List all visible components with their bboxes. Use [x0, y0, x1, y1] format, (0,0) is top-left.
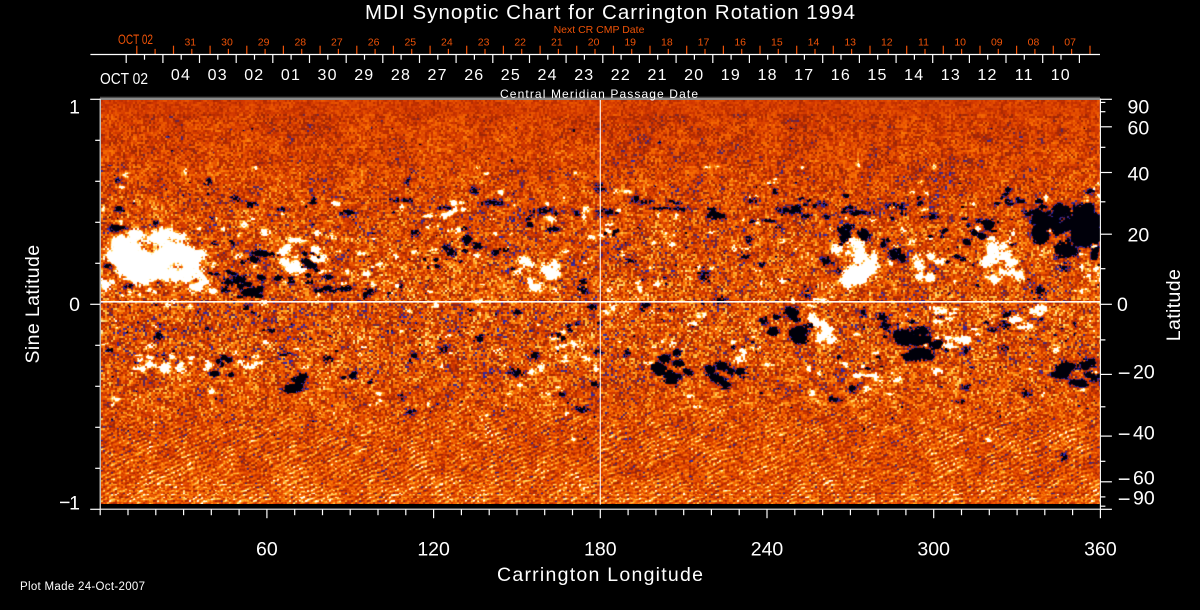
svg-text:18: 18 — [757, 67, 777, 84]
svg-text:120: 120 — [417, 539, 450, 561]
svg-text:360: 360 — [1084, 539, 1117, 561]
svg-text:15: 15 — [771, 37, 783, 49]
svg-text:28: 28 — [294, 37, 306, 49]
svg-text:Carrington Longitude: Carrington Longitude — [497, 564, 703, 586]
svg-text:22: 22 — [611, 67, 631, 84]
svg-text:22: 22 — [514, 37, 526, 49]
svg-text:12: 12 — [977, 67, 997, 84]
svg-text:09: 09 — [991, 37, 1003, 49]
svg-text:13: 13 — [844, 37, 856, 49]
svg-text:10: 10 — [954, 37, 966, 49]
svg-text:20: 20 — [684, 67, 704, 84]
svg-text:26: 26 — [464, 67, 484, 84]
svg-text:20: 20 — [1133, 362, 1155, 384]
svg-text:11: 11 — [1015, 67, 1034, 84]
svg-text:OCT 02: OCT 02 — [118, 31, 153, 47]
svg-text:31: 31 — [184, 37, 196, 49]
svg-text:Plot Made 24-Oct-2007: Plot Made 24-Oct-2007 — [20, 581, 145, 593]
svg-text:21: 21 — [647, 67, 667, 84]
svg-text:14: 14 — [904, 67, 924, 84]
svg-text:25: 25 — [404, 37, 416, 49]
svg-text:13: 13 — [941, 67, 961, 84]
svg-text:60: 60 — [1133, 468, 1155, 490]
svg-text:04: 04 — [171, 67, 191, 84]
svg-text:1: 1 — [69, 97, 80, 119]
svg-text:25: 25 — [501, 67, 521, 84]
svg-text:03: 03 — [208, 67, 228, 84]
svg-text:02: 02 — [244, 67, 264, 84]
svg-text:17: 17 — [794, 67, 814, 84]
svg-text:19: 19 — [721, 67, 741, 84]
svg-text:10: 10 — [1051, 67, 1071, 84]
svg-text:07: 07 — [1064, 37, 1076, 49]
svg-text:MDI Synoptic Chart for Carring: MDI Synoptic Chart for Carrington Rotati… — [365, 1, 855, 24]
svg-text:30: 30 — [317, 67, 337, 84]
svg-text:40: 40 — [1133, 423, 1155, 445]
svg-text:27: 27 — [331, 37, 343, 49]
svg-text:24: 24 — [537, 67, 557, 84]
svg-text:18: 18 — [661, 37, 673, 49]
svg-text:180: 180 — [584, 539, 617, 561]
svg-text:60: 60 — [256, 539, 278, 561]
svg-text:23: 23 — [478, 37, 490, 49]
svg-text:Next CR CMP Date: Next CR CMP Date — [554, 24, 645, 36]
svg-text:240: 240 — [751, 539, 784, 561]
svg-text:90: 90 — [1133, 488, 1155, 510]
svg-text:16: 16 — [831, 67, 851, 84]
svg-text:12: 12 — [881, 37, 893, 49]
svg-text:24: 24 — [441, 37, 453, 49]
svg-text:90: 90 — [1128, 97, 1150, 119]
svg-text:23: 23 — [574, 67, 594, 84]
svg-text:08: 08 — [1028, 37, 1040, 49]
svg-text:11: 11 — [918, 37, 929, 49]
svg-text:16: 16 — [734, 37, 746, 49]
svg-text:20: 20 — [588, 37, 600, 49]
svg-text:30: 30 — [221, 37, 233, 49]
svg-text:20: 20 — [1128, 225, 1150, 247]
svg-text:40: 40 — [1128, 164, 1150, 186]
svg-text:21: 21 — [551, 37, 563, 49]
svg-text:1: 1 — [69, 493, 80, 515]
svg-text:27: 27 — [427, 67, 447, 84]
svg-text:17: 17 — [698, 37, 710, 49]
svg-text:29: 29 — [354, 67, 374, 84]
svg-text:300: 300 — [917, 539, 950, 561]
svg-text:0: 0 — [69, 294, 80, 316]
svg-text:29: 29 — [258, 37, 270, 49]
svg-text:60: 60 — [1128, 118, 1150, 140]
svg-text:28: 28 — [391, 67, 411, 84]
svg-text:Latitude: Latitude — [1163, 269, 1185, 342]
svg-text:19: 19 — [624, 37, 636, 49]
svg-text:26: 26 — [368, 37, 380, 49]
svg-text:Sine Latitude: Sine Latitude — [22, 244, 44, 363]
svg-text:Central Meridian Passage Date: Central Meridian Passage Date — [500, 87, 698, 101]
svg-text:15: 15 — [867, 67, 887, 84]
svg-text:14: 14 — [808, 37, 820, 49]
svg-text:0: 0 — [1117, 294, 1128, 316]
svg-text:01: 01 — [281, 67, 301, 84]
svg-text:OCT 02: OCT 02 — [100, 71, 148, 88]
